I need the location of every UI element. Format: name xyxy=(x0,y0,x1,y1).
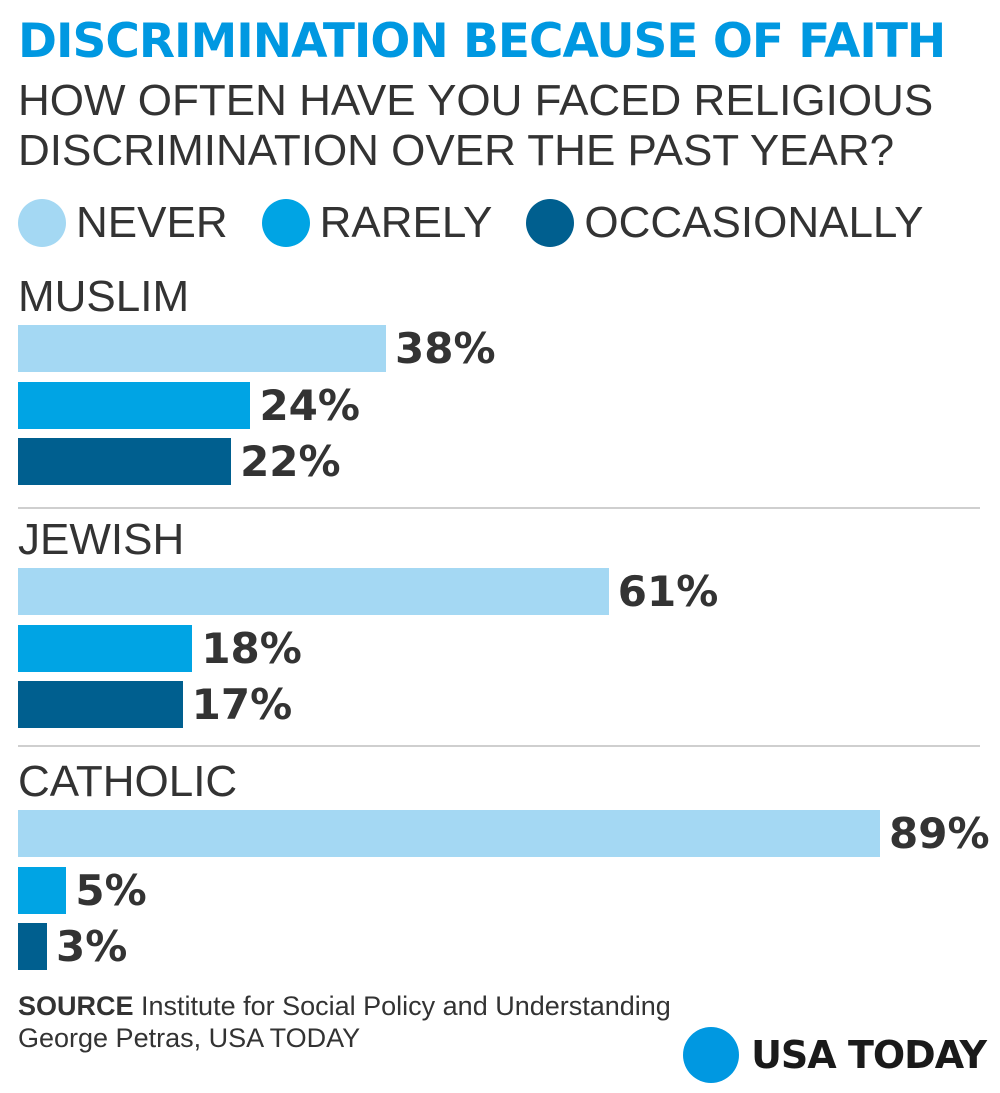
value-label-jewish-occasionally: 17% xyxy=(191,680,293,729)
group-label-jewish: JEWISH xyxy=(18,515,185,564)
value-label-muslim-never: 38% xyxy=(395,324,496,373)
logo-text: USA TODAY xyxy=(751,1033,987,1077)
value-label-muslim-rarely: 24% xyxy=(259,381,360,430)
usa-today-logo: USA TODAY xyxy=(683,1027,987,1083)
value-label-catholic-never: 89% xyxy=(889,809,990,858)
chart-title: DISCRIMINATION BECAUSE OF FAITH xyxy=(18,14,946,69)
bar-catholic-rarely xyxy=(18,867,67,914)
value-label-muslim-occasionally: 22% xyxy=(240,437,341,486)
bar-jewish-rarely xyxy=(18,625,193,672)
bar-muslim-occasionally xyxy=(18,438,232,485)
credit-line: George Petras, USA TODAY xyxy=(18,1023,361,1053)
group-label-muslim: MUSLIM xyxy=(18,272,190,321)
source-label: SOURCE xyxy=(18,991,134,1021)
group-divider xyxy=(18,507,980,509)
legend-label-rarely: RARELY xyxy=(319,198,493,247)
legend-label-occasionally: OCCASIONALLY xyxy=(584,198,924,247)
legend: NEVER RARELY OCCASIONALLY xyxy=(18,198,957,248)
legend-item-occasionally: OCCASIONALLY xyxy=(526,198,923,248)
logo-circle-icon xyxy=(683,1027,740,1083)
bar-muslim-rarely xyxy=(18,382,251,429)
value-label-jewish-never: 61% xyxy=(617,567,719,616)
legend-item-never: NEVER xyxy=(18,198,228,248)
value-label-catholic-rarely: 5% xyxy=(75,866,147,915)
value-label-jewish-rarely: 18% xyxy=(201,624,302,673)
group-label-catholic: CATHOLIC xyxy=(18,757,238,806)
legend-swatch-rarely xyxy=(261,199,310,247)
bar-catholic-never xyxy=(18,810,880,857)
value-label-catholic-occasionally: 3% xyxy=(56,922,128,971)
legend-swatch-occasionally xyxy=(526,199,575,247)
bar-catholic-occasionally xyxy=(18,923,48,970)
chart-subtitle: HOW OFTEN HAVE YOU FACED RELIGIOUS DISCR… xyxy=(18,76,934,175)
bar-muslim-never xyxy=(18,325,387,372)
bar-jewish-never xyxy=(18,568,609,615)
legend-item-rarely: RARELY xyxy=(261,198,493,248)
legend-label-never: NEVER xyxy=(76,198,228,247)
legend-swatch-never xyxy=(18,199,66,247)
source-note: SOURCE Institute for Social Policy and U… xyxy=(18,990,671,1054)
bar-jewish-occasionally xyxy=(18,681,183,728)
source-text: Institute for Social Policy and Understa… xyxy=(141,991,671,1021)
group-divider xyxy=(18,745,980,747)
